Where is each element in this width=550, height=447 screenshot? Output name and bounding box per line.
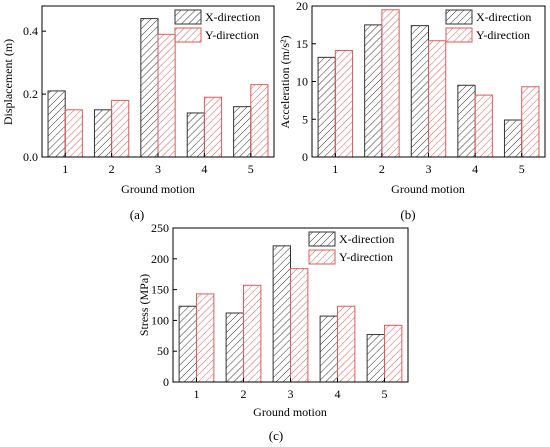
panel-a: 0.0 0.2 0.4 1 2 3 4 5 Ground motion Displacement … [1, 5, 275, 196]
y-tick-label: 50 [157, 344, 169, 358]
x-tick-label: 5 [248, 162, 254, 176]
y-tick-label: 5 [302, 112, 308, 126]
bar-x-5 [233, 106, 252, 158]
x-axis-title: Ground motion [391, 182, 465, 196]
x-tick-label: 1 [194, 387, 200, 401]
bar-y-4 [474, 94, 493, 158]
x-tick-label: 2 [109, 162, 115, 176]
panel-label-b: (b) [400, 207, 415, 222]
y-tick-label: 250 [151, 221, 169, 235]
legend-swatch-x [445, 9, 473, 25]
bar-x-3 [140, 18, 159, 158]
x-tick-label: 4 [472, 162, 478, 176]
y-tick-label: 0.4 [23, 24, 38, 38]
y-axis-title: Stress (MPa) [137, 274, 151, 336]
bar-x-1 [47, 90, 66, 158]
x-tick-label: 2 [379, 162, 385, 176]
panel-label-a: (a) [130, 207, 144, 222]
y-tick-label: 0.2 [23, 87, 38, 101]
legend-swatch-x [308, 231, 336, 247]
bar-y-4 [203, 96, 223, 158]
legend-label-y: Y-direction [205, 28, 259, 42]
bar-y-2 [243, 284, 262, 383]
bar-y-1 [64, 109, 83, 158]
x-tick-label: 1 [62, 162, 68, 176]
bar-x-4 [319, 315, 338, 383]
bar-y-2 [111, 99, 130, 158]
x-tick-label: 3 [288, 387, 294, 401]
bar-x-4 [186, 112, 205, 158]
bar-y-5 [384, 324, 403, 383]
y-tick-label: 0 [302, 150, 308, 164]
legend-swatch-y [174, 27, 202, 43]
legend-label-x: X-direction [476, 10, 531, 24]
bar-x-1 [317, 56, 336, 158]
y-tick-label: 100 [151, 313, 169, 327]
y-axis-title: Displacement (m) [1, 39, 15, 125]
bar-y-1 [334, 50, 354, 158]
bar-x-5 [366, 334, 385, 383]
x-tick-label: 5 [382, 387, 388, 401]
y-axis-title: Acceleration (m/s²) [278, 35, 292, 128]
x-tick-label: 4 [335, 387, 341, 401]
x-axis-title: Ground motion [253, 405, 327, 419]
y-tick-label: 15 [296, 37, 308, 51]
bar-x-4 [457, 84, 476, 158]
x-tick-label: 3 [426, 162, 432, 176]
panel-b: 0 5 10 15 20 1 2 3 4 5 Ground motion Acceleration (… [278, 0, 546, 196]
x-tick-label: 3 [155, 162, 161, 176]
bar-y-5 [250, 84, 269, 158]
legend-swatch-x [174, 9, 202, 25]
bar-x-5 [503, 119, 523, 158]
y-tick-label: 150 [151, 283, 169, 297]
bar-y-3 [157, 33, 176, 158]
y-tick-label: 10 [296, 75, 308, 89]
bar-x-1 [178, 305, 197, 383]
bar-x-3 [410, 25, 429, 158]
legend-label-x: X-direction [205, 10, 260, 24]
x-tick-label: 5 [519, 162, 525, 176]
panel-label-c: (c) [269, 428, 283, 443]
bar-y-3 [290, 268, 309, 383]
y-tick-label: 0 [163, 375, 169, 389]
y-tick-label: 200 [151, 252, 169, 266]
legend-swatch-y [308, 249, 336, 265]
bar-y-2 [381, 9, 400, 158]
x-tick-label: 4 [201, 162, 207, 176]
bar-y-5 [521, 86, 540, 158]
bar-y-1 [196, 293, 215, 383]
bar-x-3 [272, 245, 291, 383]
bar-y-4 [337, 305, 356, 383]
bar-x-2 [364, 24, 383, 158]
x-tick-label: 2 [241, 387, 247, 401]
x-axis-title: Ground motion [121, 182, 195, 196]
x-tick-label: 1 [332, 162, 338, 176]
legend-label-x: X-direction [339, 232, 394, 246]
y-tick-label: 20 [296, 0, 308, 13]
bar-y-3 [428, 40, 447, 158]
legend-swatch-y [445, 27, 473, 43]
panel-c: 0 50 100 150 200 250 1 2 3 4 5 Ground motion Stress … [137, 221, 409, 419]
y-tick-label: 0.0 [23, 150, 38, 164]
legend-label-y: Y-direction [339, 250, 393, 264]
legend-label-y: Y-direction [476, 28, 530, 42]
bar-x-2 [93, 109, 113, 158]
bar-x-2 [225, 312, 244, 383]
